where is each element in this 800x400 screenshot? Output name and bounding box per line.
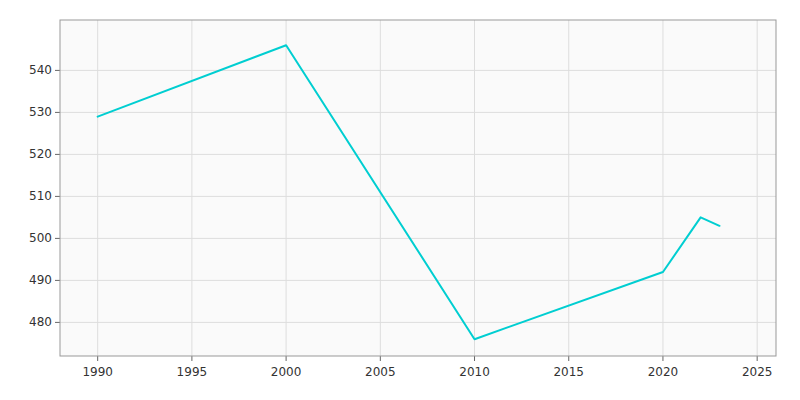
x-tick-label: 2020 bbox=[648, 365, 679, 379]
y-grid-line bbox=[60, 238, 776, 239]
x-tick bbox=[97, 356, 98, 361]
x-tick-label: 2025 bbox=[742, 365, 773, 379]
plot-frame bbox=[60, 20, 776, 356]
y-tick bbox=[55, 196, 60, 197]
y-grid-line bbox=[60, 112, 776, 113]
y-tick-label: 490 bbox=[29, 273, 52, 287]
x-tick bbox=[568, 356, 569, 361]
chart: 1990 1995 2000 2005 2010 2015 2020 2025 480 490 50… bbox=[0, 0, 800, 400]
y-tick bbox=[55, 112, 60, 113]
series bbox=[98, 45, 720, 339]
y-grid-line bbox=[60, 70, 776, 71]
x-tick bbox=[474, 356, 475, 361]
x-tick-label: 1995 bbox=[177, 365, 208, 379]
y-tick bbox=[55, 154, 60, 155]
x-tick-label: 2015 bbox=[553, 365, 584, 379]
y-tick-label: 540 bbox=[29, 63, 52, 77]
y-tick bbox=[55, 280, 60, 281]
y-tick-label: 480 bbox=[29, 315, 52, 329]
x-tick bbox=[662, 356, 663, 361]
x-tick-label: 1990 bbox=[82, 365, 113, 379]
x-tick-label: 2005 bbox=[365, 365, 396, 379]
y-tick-label: 510 bbox=[29, 189, 52, 203]
plot-area bbox=[60, 20, 776, 356]
line bbox=[98, 45, 720, 339]
x-tick-label: 2000 bbox=[271, 365, 302, 379]
axes: 1990 1995 2000 2005 2010 2015 2020 2025 480 490 50… bbox=[29, 20, 776, 379]
y-grid-line bbox=[60, 196, 776, 197]
y-tick-label: 520 bbox=[29, 147, 52, 161]
x-tick-label: 2010 bbox=[459, 365, 490, 379]
y-grid-line bbox=[60, 280, 776, 281]
x-tick bbox=[286, 356, 287, 361]
y-tick bbox=[55, 322, 60, 323]
y-tick bbox=[55, 70, 60, 71]
chart-container: 1990 1995 2000 2005 2010 2015 2020 2025 480 490 50… bbox=[0, 0, 800, 400]
x-tick bbox=[380, 356, 381, 361]
x-tick bbox=[757, 356, 758, 361]
y-tick-label: 500 bbox=[29, 231, 52, 245]
y-grid-line bbox=[60, 322, 776, 323]
y-grid-line bbox=[60, 154, 776, 155]
y-tick bbox=[55, 238, 60, 239]
x-tick bbox=[191, 356, 192, 361]
grid bbox=[60, 20, 776, 356]
y-tick-label: 530 bbox=[29, 105, 52, 119]
